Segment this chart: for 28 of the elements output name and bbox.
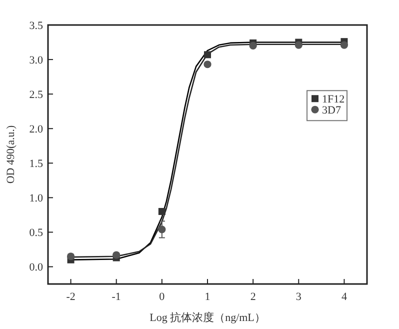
y-tick-label: 2.5 [29, 89, 44, 102]
legend-label: 3D7 [322, 104, 342, 117]
x-tick-label: 4 [341, 291, 348, 303]
point [204, 60, 212, 68]
point [294, 41, 302, 49]
x-axis-title: Log 抗体浓度（ng/mL） [150, 311, 266, 324]
y-tick-label: 0.5 [29, 227, 44, 240]
x-tick-label: -1 [112, 291, 121, 303]
x-tick-label: -2 [66, 291, 76, 303]
y-tick-label: 3.0 [29, 54, 44, 67]
point [204, 51, 211, 58]
x-tick-label: 2 [250, 291, 256, 303]
x-tick-label: 3 [296, 291, 302, 303]
point [66, 252, 75, 260]
legend-label: 1F12 [322, 94, 345, 106]
point [158, 226, 166, 234]
point [249, 42, 257, 50]
point [112, 251, 120, 259]
point [340, 41, 348, 49]
y-tick-label: 3.5 [29, 20, 44, 32]
y-tick-label: 1.0 [29, 192, 44, 205]
y-tick-label: 1.5 [29, 158, 44, 170]
y-tick-label: 2.0 [29, 124, 44, 136]
y-axis-title: OD 490(a.u.) [5, 124, 17, 184]
y-tick-label: 0.0 [29, 262, 44, 274]
point [158, 208, 166, 215]
x-tick-label: 0 [159, 291, 166, 303]
x-tick-label: 1 [204, 291, 210, 303]
